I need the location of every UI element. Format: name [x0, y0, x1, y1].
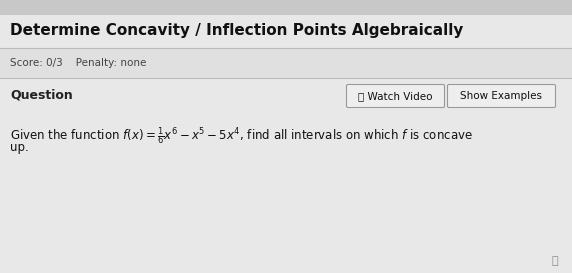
Text: Question: Question — [10, 88, 73, 102]
Text: ⧈: ⧈ — [551, 256, 558, 266]
Text: Determine Concavity / Inflection Points Algebraically: Determine Concavity / Inflection Points … — [10, 22, 463, 37]
Text: Show Examples: Show Examples — [460, 91, 542, 101]
FancyBboxPatch shape — [0, 15, 572, 48]
FancyBboxPatch shape — [447, 85, 555, 108]
FancyBboxPatch shape — [347, 85, 444, 108]
Text: ⓘ Watch Video: ⓘ Watch Video — [358, 91, 433, 101]
Text: Given the function $f(x) = \frac{1}{6}x^6 - x^5 - 5x^4$, find all intervals on w: Given the function $f(x) = \frac{1}{6}x^… — [10, 125, 473, 147]
Text: Score: 0/3    Penalty: none: Score: 0/3 Penalty: none — [10, 58, 146, 68]
FancyBboxPatch shape — [0, 15, 572, 273]
FancyBboxPatch shape — [0, 0, 572, 15]
FancyBboxPatch shape — [0, 78, 572, 273]
Text: up.: up. — [10, 141, 29, 154]
FancyBboxPatch shape — [0, 48, 572, 78]
